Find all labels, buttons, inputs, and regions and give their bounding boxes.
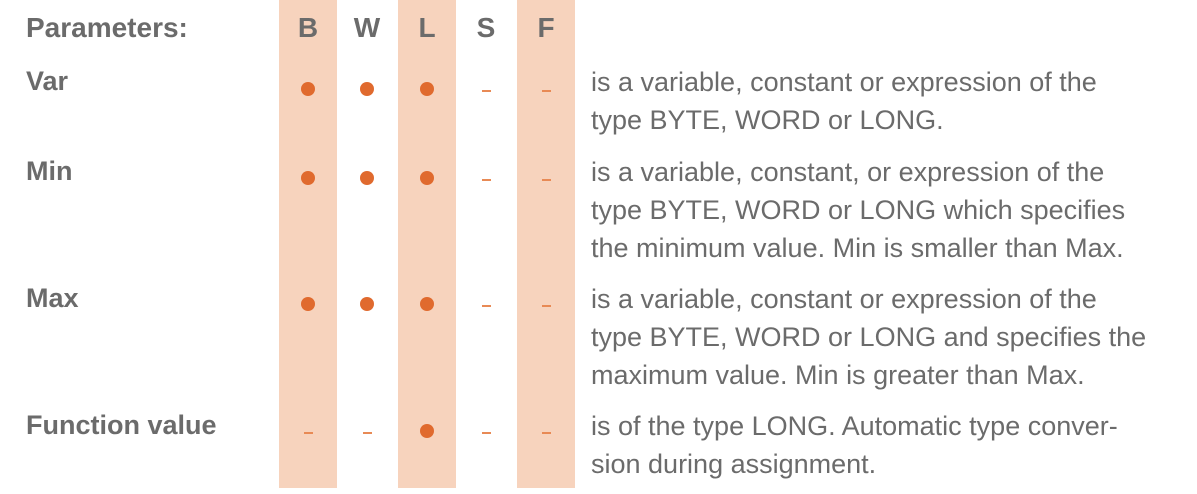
mark-min-s (457, 166, 515, 190)
mark-var-b (279, 77, 337, 101)
column-header-w: W (353, 12, 381, 43)
desc-line: sion during assignment. (591, 449, 877, 479)
mark-max-b (279, 292, 337, 316)
mark-var-l (398, 77, 456, 101)
param-name-min: Min (26, 156, 73, 186)
mark-min-w (338, 166, 396, 190)
desc-line: is a variable, constant or expression of… (591, 67, 1097, 97)
not-supported-dash-icon (481, 432, 491, 434)
mark-var-f (517, 77, 575, 101)
not-supported-dash-icon (541, 179, 551, 181)
param-name-max: Max (26, 283, 79, 313)
desc-line: type BYTE, WORD or LONG. (591, 105, 944, 135)
column-header-s: S (476, 12, 496, 43)
desc-line: the minimum value. Min is smaller than M… (591, 233, 1124, 263)
desc-line: is a variable, constant or expression of… (591, 284, 1097, 314)
desc-line: type BYTE, WORD or LONG which specifies (591, 195, 1126, 225)
not-supported-dash-icon (541, 305, 551, 307)
column-highlight-l (398, 0, 456, 488)
mark-function-value-w (338, 419, 396, 443)
supported-dot-icon (360, 82, 374, 96)
param-desc-function-value: is of the type LONG. Automatic type conv… (591, 407, 1118, 483)
mark-max-l (398, 292, 456, 316)
not-supported-dash-icon (303, 432, 313, 434)
supported-dot-icon (420, 297, 434, 311)
desc-line: is of the type LONG. Automatic type conv… (591, 411, 1118, 441)
mark-function-value-f (517, 419, 575, 443)
not-supported-dash-icon (541, 90, 551, 92)
not-supported-dash-icon (362, 432, 372, 434)
not-supported-dash-icon (481, 305, 491, 307)
not-supported-dash-icon (541, 432, 551, 434)
column-header-b: B (297, 12, 319, 43)
mark-function-value-l (398, 419, 456, 443)
param-desc-var: is a variable, constant or expression of… (591, 63, 1097, 139)
param-name-var: Var (26, 66, 69, 96)
supported-dot-icon (420, 171, 434, 185)
parameters-heading: Parameters: (26, 12, 188, 43)
desc-line: type BYTE, WORD or LONG and specifies th… (591, 322, 1147, 352)
mark-max-s (457, 292, 515, 316)
mark-min-b (279, 166, 337, 190)
param-desc-min: is a variable, constant, or expression o… (591, 153, 1125, 267)
supported-dot-icon (420, 82, 434, 96)
supported-dot-icon (301, 171, 315, 185)
desc-line: maximum value. Min is greater than Max. (591, 360, 1085, 390)
not-supported-dash-icon (481, 179, 491, 181)
mark-max-f (517, 292, 575, 316)
param-desc-max: is a variable, constant or expression of… (591, 280, 1146, 394)
column-header-l: L (418, 12, 436, 43)
column-header-f: F (537, 12, 555, 43)
desc-line: is a variable, constant, or expression o… (591, 157, 1105, 187)
supported-dot-icon (301, 82, 315, 96)
mark-function-value-s (457, 419, 515, 443)
mark-function-value-b (279, 419, 337, 443)
supported-dot-icon (301, 297, 315, 311)
mark-min-f (517, 166, 575, 190)
mark-var-w (338, 77, 396, 101)
mark-var-s (457, 77, 515, 101)
not-supported-dash-icon (481, 90, 491, 92)
column-highlight-f (517, 0, 575, 488)
supported-dot-icon (360, 171, 374, 185)
column-highlight-b (279, 0, 337, 488)
param-name-function-value: Function value (26, 410, 217, 440)
supported-dot-icon (360, 297, 374, 311)
mark-max-w (338, 292, 396, 316)
supported-dot-icon (420, 424, 434, 438)
mark-min-l (398, 166, 456, 190)
